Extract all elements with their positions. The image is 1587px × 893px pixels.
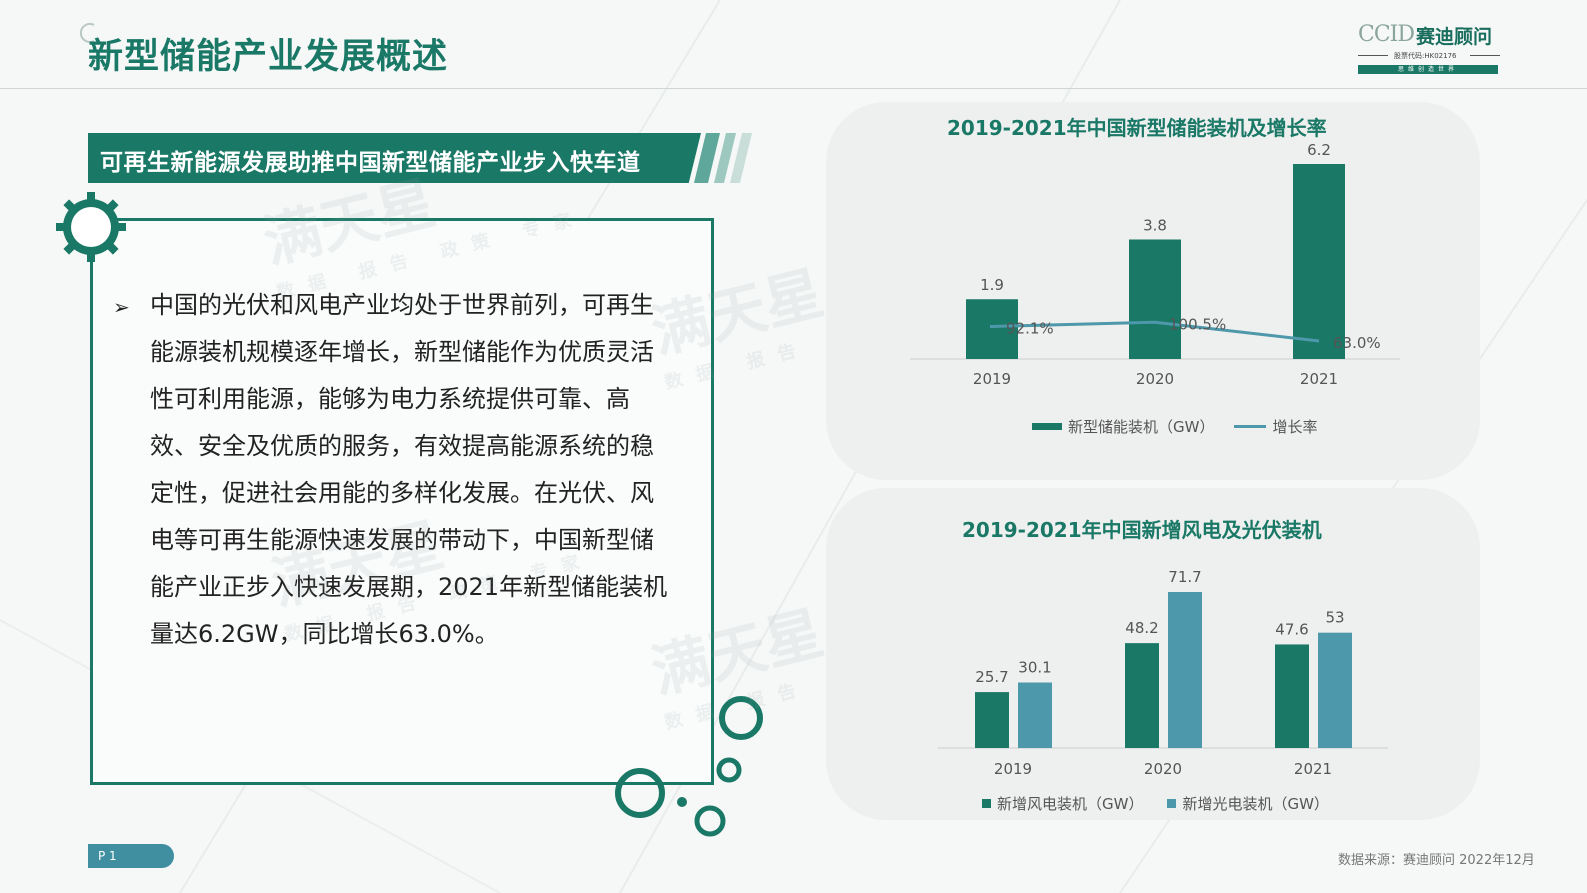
chart2-bar-wind-2019: [975, 692, 1009, 748]
logo-rule-left: [1358, 55, 1388, 56]
chart2-bar-label: 53: [1325, 609, 1344, 627]
chart2-bar-solar-2021: [1318, 632, 1352, 748]
logo-rule-right: [1470, 55, 1500, 56]
legend-label-wind: 新增风电装机（GW）: [997, 795, 1144, 813]
legend-swatch-solar: [1167, 799, 1177, 808]
subtitle-banner: 可再生新能源发展助推中国新型储能产业步入快车道: [88, 133, 701, 183]
chart1-growth-label: 63.0%: [1333, 334, 1381, 352]
banner-text: 可再生新能源发展助推中国新型储能产业步入快车道: [100, 150, 641, 176]
chart1-growth-label: 100.5%: [1169, 315, 1226, 333]
logo-stock-code: 股票代码:HK02176: [1394, 52, 1457, 60]
legend-swatch-wind: [982, 799, 991, 808]
chart1-bar-label: 3.8: [1143, 216, 1167, 234]
chart-title-storage: 2019-2021年中国新型储能装机及增长率: [947, 116, 1327, 140]
chart1-bar-2021: [1293, 164, 1345, 359]
legend-label-storage: 新型储能装机（GW）: [1068, 418, 1215, 436]
title-arc-decoration: [79, 23, 95, 43]
chart2-legend: 新增风电装机（GW） 新增光电装机（GW）: [982, 793, 1329, 814]
body-paragraph: 中国的光伏和风电产业均处于世界前列，可再生能源装机规模逐年增长，新型储能作为优质…: [150, 291, 668, 648]
legend-swatch-growth: [1234, 425, 1267, 428]
chart-title-wind-solar: 2019-2021年中国新增风电及光伏装机: [962, 518, 1322, 542]
chart2-bar-label: 71.7: [1168, 568, 1201, 586]
chart2-bar-solar-2020: [1168, 592, 1202, 748]
ccid-logo: CCID 赛迪顾问 股票代码:HK02176 思维创造世界: [1358, 22, 1508, 76]
text-card: [90, 218, 714, 785]
chart1-x-tick: 2021: [1300, 370, 1338, 388]
page-number: P 1: [88, 844, 174, 868]
chart2-bar-solar-2019: [1018, 682, 1052, 748]
chart2-bar-label: 30.1: [1018, 659, 1051, 677]
chart2-bar-wind-2021: [1275, 644, 1309, 748]
chart2-bar-label: 25.7: [975, 668, 1008, 686]
logo-slogan: 思维创造世界: [1358, 65, 1498, 74]
page-title: 新型储能产业发展概述: [88, 37, 449, 77]
chart2-bar-label: 47.6: [1275, 620, 1308, 638]
legend-swatch-storage: [1032, 423, 1062, 430]
chart1-growth-line: [990, 320, 1320, 343]
chart2-bar-wind-2020: [1125, 643, 1159, 748]
bullet-arrow-icon: ➢: [113, 295, 130, 319]
chart1-x-tick: 2019: [973, 370, 1011, 388]
logo-brand: CCID: [1358, 22, 1415, 47]
banner-stripes: [694, 133, 752, 183]
chart2-x-tick: 2021: [1294, 760, 1332, 778]
chart1-bar-2020: [1129, 239, 1181, 359]
logo-name: 赛迪顾问: [1416, 26, 1493, 48]
chart1-bar-label: 6.2: [1307, 141, 1331, 159]
chart1-x-tick: 2020: [1136, 370, 1174, 388]
chart2-x-tick: 2020: [1144, 760, 1182, 778]
chart1-growth-label: 92.1%: [1006, 319, 1054, 337]
chart1-bar-2019: [966, 299, 1018, 359]
data-source: 数据来源：赛迪顾问 2022年12月: [1338, 853, 1535, 868]
legend-label-solar: 新增光电装机（GW）: [1182, 795, 1329, 813]
chart1-bar-label: 1.9: [980, 276, 1004, 294]
header-divider: [0, 88, 1587, 89]
chart2-x-tick: 2019: [994, 760, 1032, 778]
chart2-bar-label: 48.2: [1125, 619, 1158, 637]
chart1-legend: 新型储能装机（GW） 增长率: [1032, 416, 1317, 437]
gear-icon: [56, 192, 126, 262]
legend-label-growth: 增长率: [1272, 418, 1318, 436]
